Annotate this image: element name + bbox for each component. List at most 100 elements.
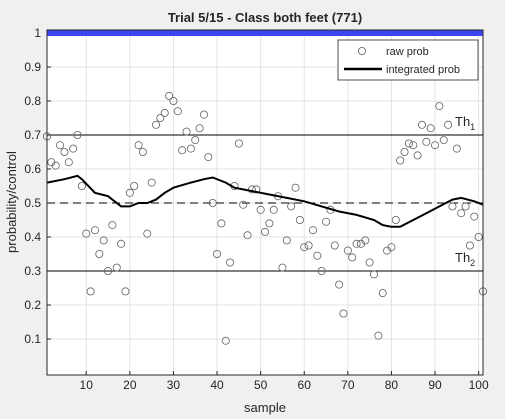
raw-point bbox=[143, 229, 152, 238]
legend-box bbox=[337, 39, 479, 81]
raw-point bbox=[417, 120, 426, 129]
raw-point bbox=[182, 127, 191, 136]
raw-point bbox=[304, 241, 313, 250]
raw-point bbox=[191, 136, 200, 145]
raw-point bbox=[461, 202, 470, 211]
raw-point bbox=[239, 200, 248, 209]
y-tick-label: 0.1 bbox=[24, 332, 41, 346]
threshold-label-text: Th bbox=[455, 114, 470, 129]
raw-point bbox=[470, 212, 479, 221]
raw-point bbox=[465, 241, 474, 250]
raw-point bbox=[51, 161, 60, 170]
raw-point bbox=[343, 246, 352, 255]
raw-point bbox=[426, 124, 435, 133]
raw-point bbox=[213, 249, 222, 258]
raw-point bbox=[308, 226, 317, 235]
raw-point bbox=[104, 266, 113, 275]
raw-point bbox=[178, 146, 187, 155]
raw-point bbox=[369, 270, 378, 279]
x-tick-label: 30 bbox=[167, 378, 181, 392]
raw-point bbox=[413, 151, 422, 160]
raw-point bbox=[422, 137, 431, 146]
threshold-label-subscript: 2 bbox=[470, 258, 475, 268]
raw-point bbox=[117, 239, 126, 248]
raw-point bbox=[234, 139, 243, 148]
raw-point bbox=[195, 124, 204, 133]
raw-point bbox=[121, 287, 130, 296]
raw-point bbox=[221, 336, 230, 345]
raw-point bbox=[208, 198, 217, 207]
raw-point bbox=[108, 221, 117, 230]
raw-point bbox=[361, 236, 370, 245]
raw-point bbox=[151, 120, 160, 129]
x-tick-label: 90 bbox=[428, 378, 442, 392]
raw-point bbox=[226, 258, 235, 267]
x-tick-label: 50 bbox=[254, 378, 268, 392]
raw-point bbox=[160, 108, 169, 117]
raw-point bbox=[252, 185, 261, 194]
y-tick-label: 0.9 bbox=[24, 60, 41, 74]
raw-point bbox=[130, 181, 139, 190]
raw-point bbox=[317, 266, 326, 275]
y-tick-label: 0.6 bbox=[24, 162, 41, 176]
raw-point bbox=[165, 91, 174, 100]
legend-label: raw prob bbox=[386, 46, 429, 58]
raw-point bbox=[278, 263, 287, 272]
raw-point bbox=[173, 107, 182, 116]
integrated-line bbox=[46, 174, 484, 228]
raw-point bbox=[452, 144, 461, 153]
raw-point bbox=[282, 236, 291, 245]
raw-point bbox=[295, 215, 304, 224]
raw-point bbox=[204, 153, 213, 162]
x-tick-label: 80 bbox=[385, 378, 399, 392]
raw-point bbox=[448, 202, 457, 211]
raw-point bbox=[186, 144, 195, 153]
raw-point bbox=[99, 236, 108, 245]
legend-label: integrated prob bbox=[386, 64, 460, 76]
raw-point bbox=[457, 209, 466, 218]
raw-point bbox=[439, 136, 448, 145]
raw-point bbox=[95, 249, 104, 258]
raw-point bbox=[256, 205, 265, 214]
x-axis-label: sample bbox=[244, 400, 286, 415]
raw-point bbox=[77, 181, 86, 190]
raw-point bbox=[64, 158, 73, 167]
threshold-label: Th1 bbox=[455, 114, 475, 132]
chart-title: Trial 5/15 - Class both feet (771) bbox=[168, 10, 362, 25]
raw-point bbox=[56, 141, 65, 150]
threshold-label-text: Th bbox=[455, 250, 470, 265]
raw-point bbox=[387, 243, 396, 252]
raw-point bbox=[444, 120, 453, 129]
raw-point bbox=[265, 219, 274, 228]
raw-point bbox=[269, 205, 278, 214]
raw-point bbox=[217, 219, 226, 228]
y-tick-label: 0.4 bbox=[24, 230, 41, 244]
raw-point bbox=[69, 144, 78, 153]
plot-frame bbox=[46, 29, 484, 376]
raw-point bbox=[169, 97, 178, 106]
raw-point bbox=[291, 183, 300, 192]
threshold-label-subscript: 1 bbox=[470, 122, 475, 132]
raw-point bbox=[60, 147, 69, 156]
raw-point bbox=[378, 289, 387, 298]
raw-point bbox=[112, 263, 121, 272]
y-tick-label: 0.5 bbox=[24, 196, 41, 210]
raw-point bbox=[134, 141, 143, 150]
legend-marker bbox=[357, 47, 366, 56]
raw-point bbox=[404, 139, 413, 148]
raw-point bbox=[352, 239, 361, 248]
raw-point bbox=[82, 229, 91, 238]
raw-point bbox=[365, 258, 374, 267]
y-tick-label: 1 bbox=[34, 26, 41, 40]
raw-point bbox=[348, 253, 357, 262]
raw-point bbox=[138, 147, 147, 156]
x-tick-label: 20 bbox=[123, 378, 137, 392]
raw-point bbox=[86, 287, 95, 296]
raw-point bbox=[287, 202, 296, 211]
raw-point bbox=[339, 309, 348, 318]
y-tick-label: 0.3 bbox=[24, 264, 41, 278]
raw-point bbox=[300, 243, 309, 252]
x-tick-label: 40 bbox=[210, 378, 224, 392]
raw-point bbox=[199, 110, 208, 119]
x-tick-label: 70 bbox=[341, 378, 355, 392]
